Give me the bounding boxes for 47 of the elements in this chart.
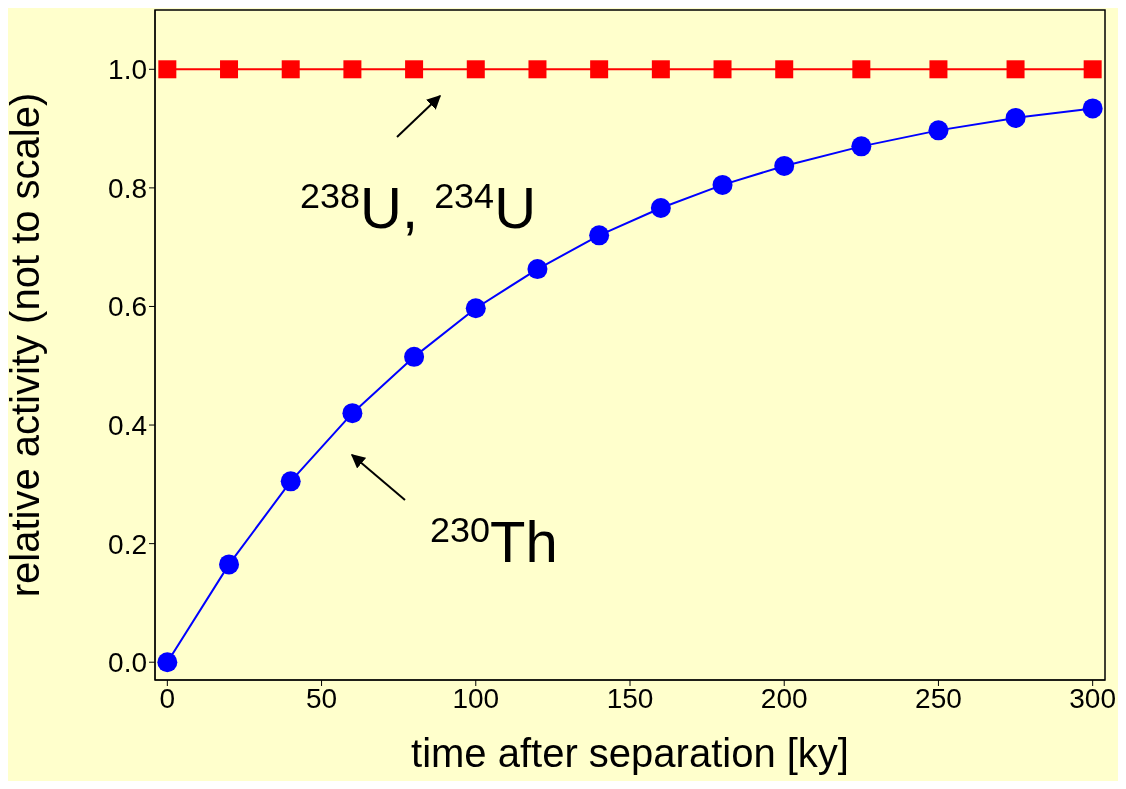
point (1082, 98, 1103, 119)
point (527, 259, 548, 280)
point (775, 60, 794, 79)
point (343, 60, 362, 79)
point (590, 60, 609, 79)
y-tick-label: 0.8 (108, 172, 147, 204)
annotation: $^{230}$Th (430, 508, 558, 574)
x-tick-label: 150 (606, 682, 654, 714)
y-axis-title: relative activity (not to scale) (3, 92, 48, 598)
point (1006, 60, 1025, 79)
x-tick-label: 300 (1069, 682, 1117, 714)
x-tick-label: 100 (452, 682, 500, 714)
point (1083, 60, 1102, 79)
point (774, 155, 795, 176)
point (929, 60, 948, 79)
annotation: $^{238}$U, $^{234}$U (300, 174, 537, 240)
x-tick-label: 200 (760, 682, 808, 714)
point (158, 60, 177, 79)
point (650, 198, 671, 219)
point (342, 403, 363, 424)
point (589, 225, 610, 246)
point (928, 120, 949, 141)
point (404, 346, 425, 367)
point (713, 60, 732, 79)
point (281, 60, 300, 79)
y-tick-label: 1.0 (108, 54, 147, 86)
y-tick-label: 0.0 (108, 647, 147, 679)
x-axis-title: time after separation [ky] (411, 731, 849, 775)
point (157, 652, 178, 673)
x-tick-label: 50 (305, 682, 338, 714)
point (851, 136, 872, 157)
point (651, 60, 670, 79)
point (465, 298, 486, 319)
point (219, 554, 240, 575)
y-tick-label: 0.6 (108, 291, 147, 323)
point (528, 60, 547, 79)
point (405, 60, 424, 79)
point (466, 60, 485, 79)
y-tick-label: 0.4 (108, 409, 147, 441)
y-tick-label: 0.2 (108, 528, 147, 560)
x-tick-label: 0 (159, 682, 176, 714)
x-tick-label: 250 (915, 682, 962, 714)
point (1005, 107, 1026, 128)
point (712, 174, 733, 195)
point (280, 471, 301, 492)
point (220, 60, 239, 79)
point (852, 60, 871, 79)
